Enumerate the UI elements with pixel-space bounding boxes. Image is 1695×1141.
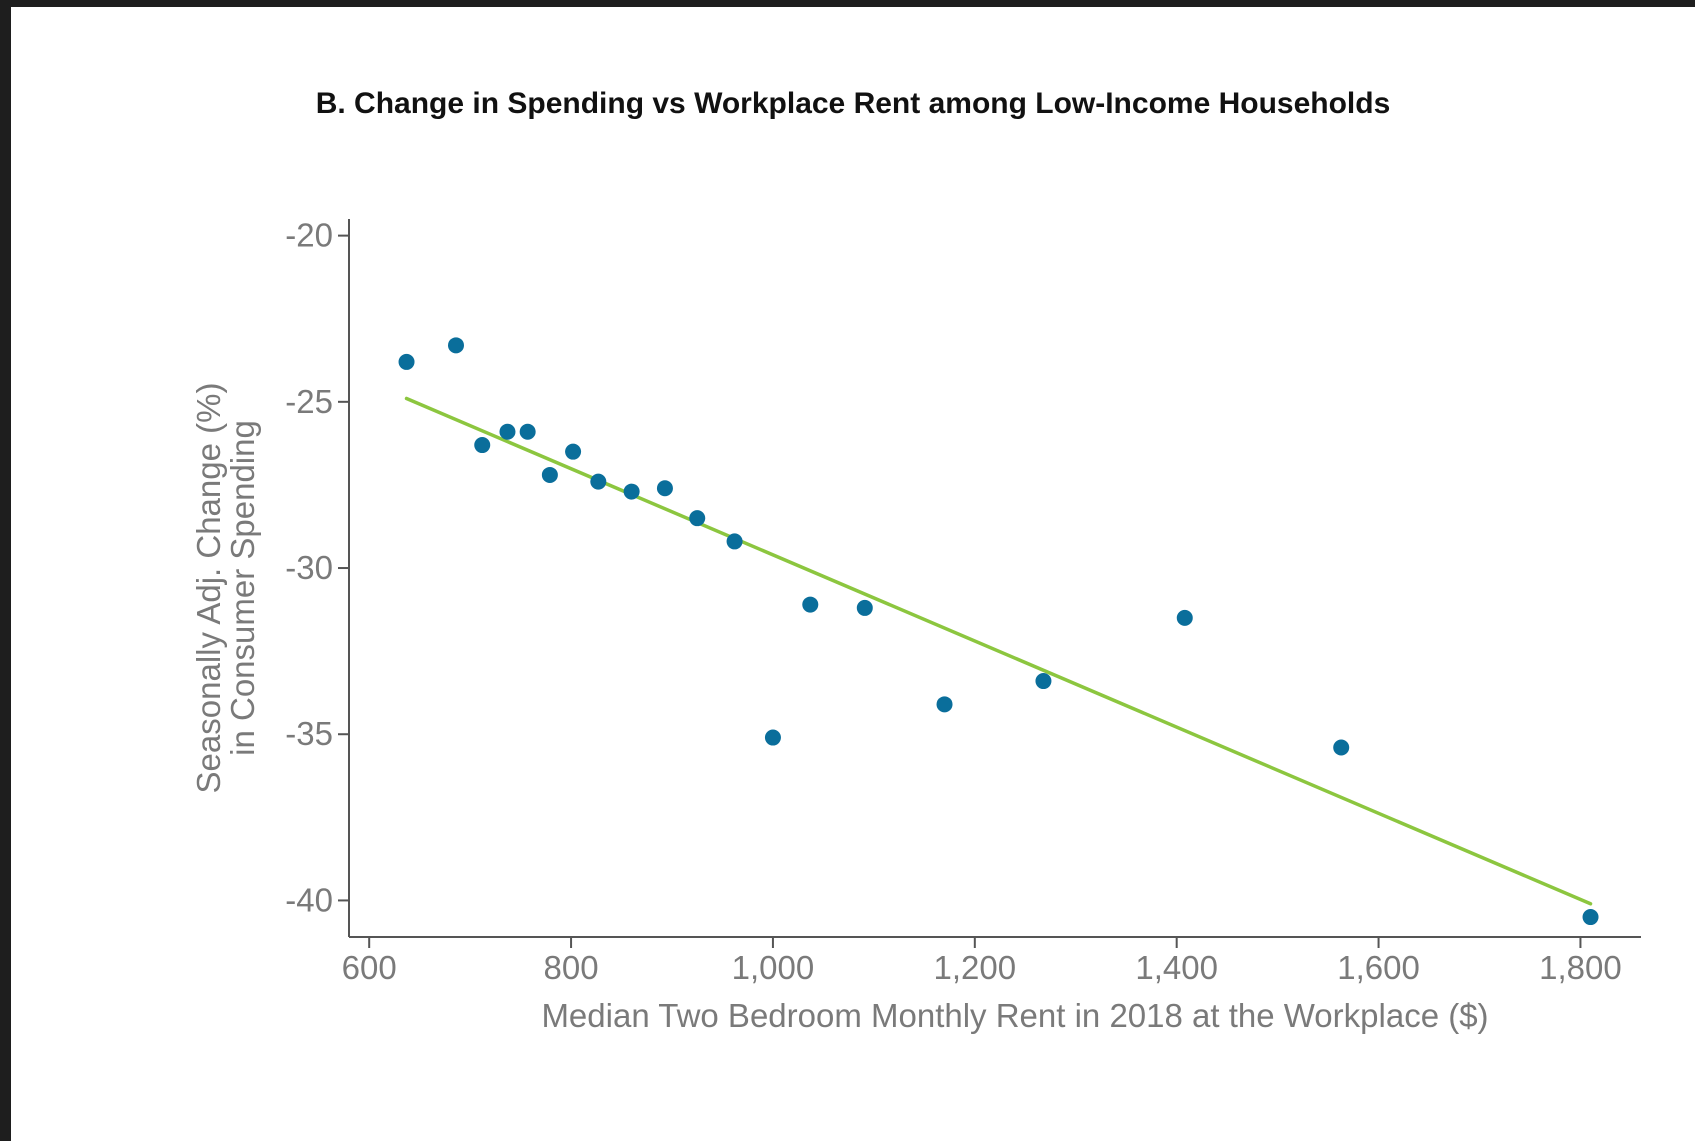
data-point	[499, 423, 516, 440]
y-tick-label: -20	[285, 217, 333, 254]
x-axis-title: Median Two Bedroom Monthly Rent in 2018 …	[541, 997, 1488, 1034]
data-point	[802, 596, 819, 613]
data-point	[565, 443, 582, 460]
data-point	[726, 533, 743, 550]
data-point	[1176, 609, 1193, 626]
chart-frame: B. Change in Spending vs Workplace Rent …	[11, 7, 1695, 1141]
data-point	[1035, 673, 1052, 690]
data-point	[1333, 739, 1350, 756]
data-point	[764, 729, 781, 746]
data-point	[590, 473, 607, 490]
data-point	[936, 696, 953, 713]
data-point	[856, 599, 873, 616]
y-tick-label: -40	[285, 881, 333, 918]
data-point	[541, 466, 558, 483]
y-tick-label: -30	[285, 549, 333, 586]
data-point	[689, 510, 706, 527]
chart-title: B. Change in Spending vs Workplace Rent …	[315, 87, 1391, 120]
data-point	[656, 480, 673, 497]
x-tick-label: 1,800	[1539, 949, 1622, 986]
x-tick-label: 600	[342, 949, 397, 986]
x-tick-label: 1,200	[934, 949, 1017, 986]
y-tick-label: -35	[285, 715, 333, 752]
data-point	[398, 353, 415, 370]
data-point	[623, 483, 640, 500]
data-point	[474, 437, 491, 454]
y-axis-title-line-2: in Consumer Spending	[224, 420, 261, 756]
points-group	[398, 337, 1599, 926]
data-point	[447, 337, 464, 354]
x-tick-label: 800	[544, 949, 599, 986]
x-tick-label: 1,400	[1135, 949, 1218, 986]
fit-line-group	[404, 396, 1593, 906]
x-tick-label: 1,000	[732, 949, 815, 986]
y-tick-label: -25	[285, 383, 333, 420]
y-axis-title-line-1: Seasonally Adj. Change (%)	[190, 383, 227, 794]
data-point	[1582, 909, 1599, 926]
fit-line	[404, 396, 1593, 906]
data-point	[519, 423, 536, 440]
x-tick-label: 1,600	[1337, 949, 1420, 986]
